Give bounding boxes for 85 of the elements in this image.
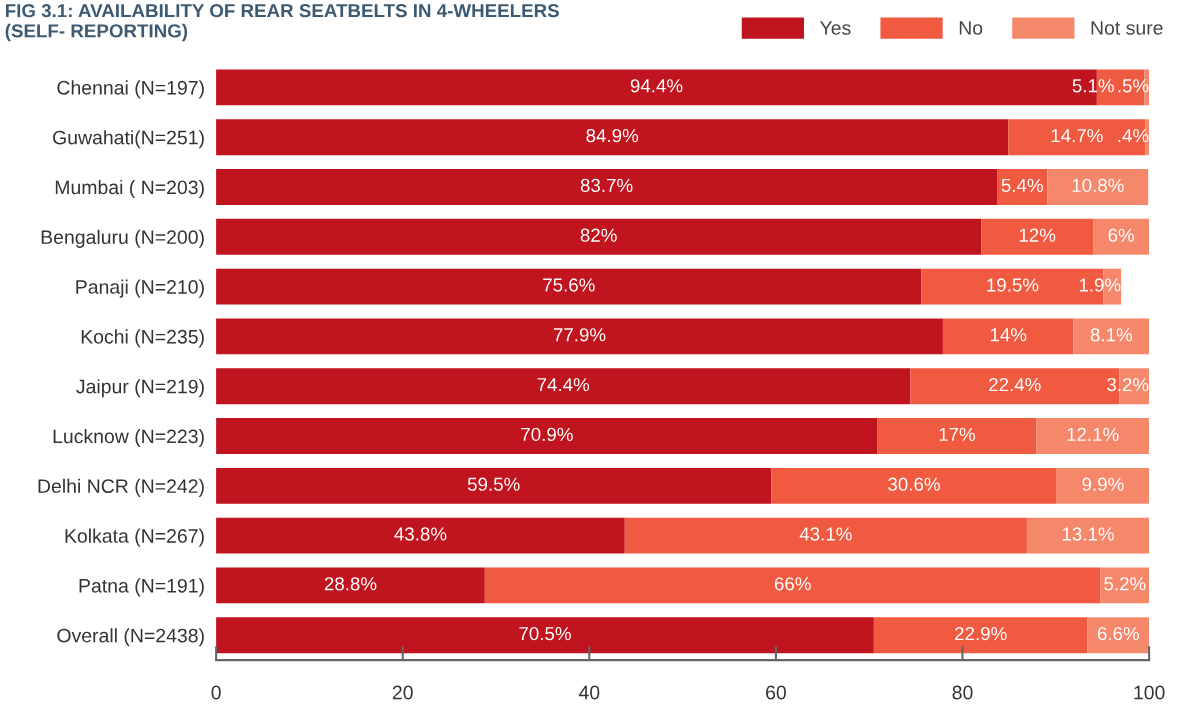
data-label: 14.7% [1051,129,1103,143]
y-tick-label: Guwahati(N=251) [53,130,204,149]
data-label: 10.8% [1072,178,1124,193]
data-label: 70.5% [519,626,571,641]
data-label: 5.1% [1072,79,1114,93]
data-label: 66% [774,577,811,591]
data-label: 6.6% [1097,626,1140,641]
bar [877,418,1037,454]
x-tick-label: 40 [578,685,600,700]
data-label: 28.8% [324,577,377,591]
data-label: 75.6% [543,278,595,292]
data-label: 94.4% [630,79,683,93]
bar [624,517,1027,554]
data-label: 83.7% [580,178,633,193]
data-label: 8.1% [1090,328,1133,342]
y-tick-label: Panaji (N=210) [76,279,204,298]
y-tick-label: Bengaluru (N=200) [41,229,204,248]
bar [216,567,485,604]
data-label: 5.4% [1001,178,1043,193]
data-label: 12% [1019,228,1056,242]
data-label: .4% [1118,129,1149,143]
data-label: 82% [580,228,617,242]
data-label: 12.1% [1067,427,1119,441]
data-label: 9.9% [1082,477,1124,491]
bar [1026,517,1150,554]
data-label: 22.9% [955,626,1007,641]
data-label: 59.5% [467,477,520,491]
legend-label: Not sure [1091,21,1163,35]
bar [216,368,911,405]
y-tick-label: Kochi (N=235) [81,329,204,348]
data-label: .5% [1118,79,1149,93]
bar [873,617,1088,654]
bar [216,418,878,454]
data-label: 5.2% [1104,577,1146,591]
bar [1100,567,1150,604]
bar [981,218,1094,255]
data-label: 30.6% [888,477,940,491]
bar [216,517,625,554]
bar [771,467,1057,504]
bar [1056,467,1150,504]
y-tick-label: Overall (N=2438) [57,628,204,647]
bar [1047,169,1149,205]
y-tick-label: Patna (N=191) [79,578,204,597]
bar [1036,418,1150,454]
data-label: 84.9% [586,128,639,143]
legend-label: No [959,21,983,35]
legend-label: Yes [819,21,851,35]
y-tick-label: Lucknow (N=223) [53,428,204,448]
data-label: 70.9% [521,427,573,442]
y-tick-label: Jaipur (N=219) [76,379,204,398]
x-tick-label: 60 [766,685,786,700]
bar [216,169,998,205]
x-tick-label: 80 [952,685,973,700]
data-label: 6% [1108,228,1135,242]
data-label: 3.2% [1107,377,1149,392]
data-label: 13.1% [1062,527,1114,541]
x-tick-label: 100 [1134,685,1165,700]
data-label: 74.4% [537,378,590,392]
bar [216,467,772,504]
bar [216,318,943,355]
y-tick-label: Chennai (N=197) [57,80,204,99]
x-tick-label: 20 [392,685,413,700]
x-tick-label: 0 [211,685,221,700]
bar [997,169,1048,205]
bar [1073,318,1150,355]
data-label: 22.4% [989,377,1041,392]
y-tick-label: Kolkata (N=267) [65,528,204,547]
bar [484,567,1101,604]
data-label: 17% [939,427,976,441]
data-label: 1.9% [1079,278,1121,292]
y-tick-label: Mumbai ( N=203) [55,179,204,199]
data-label: 14% [990,328,1027,342]
data-label: 77.9% [553,328,606,342]
bar [1093,218,1150,255]
bar [216,617,874,654]
bar [216,218,982,255]
bar [216,119,1009,156]
bar [942,318,1074,355]
data-label: 43.8% [394,527,447,541]
data-label: 43.1% [799,527,852,541]
data-label: 19.5% [987,278,1039,292]
chart-title: FIG 3.1: AVAILABILITY OF REAR SEATBELTS IN 4-WHEELERS (SELF- REPORTING) [5,4,559,42]
y-tick-label: Delhi NCR (N=242) [38,478,204,497]
bar [1087,617,1150,654]
bar [216,268,922,305]
